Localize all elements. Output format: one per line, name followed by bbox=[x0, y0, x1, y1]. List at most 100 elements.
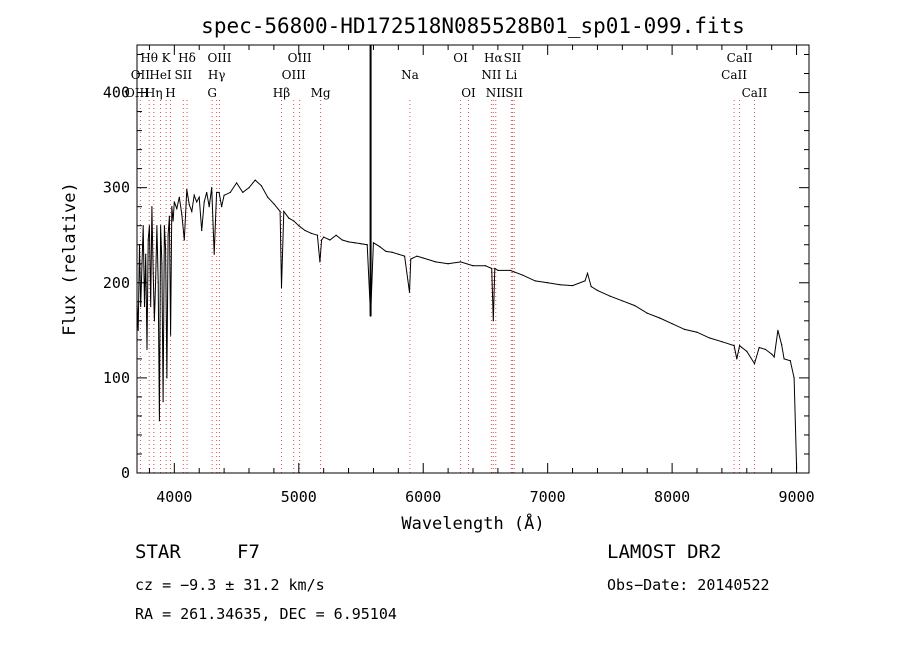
spectrum-point-94 bbox=[491, 267, 493, 270]
y-tick-label-2: 200 bbox=[103, 274, 130, 292]
spectrum-point-19 bbox=[160, 225, 162, 227]
object-class: STAR bbox=[135, 541, 181, 563]
spectrum-point-27 bbox=[170, 334, 172, 336]
subclass: F7 bbox=[237, 541, 260, 563]
spectrum-point-73 bbox=[341, 239, 343, 241]
spectrum-point-104 bbox=[584, 280, 586, 282]
spectrum-point-131 bbox=[789, 360, 791, 362]
spectrum-point-54 bbox=[248, 187, 250, 189]
spectrum-point-7 bbox=[145, 253, 147, 255]
line-marker-label-26: SII bbox=[505, 86, 523, 100]
obs-date: Obs−Date: 20140522 bbox=[607, 576, 770, 594]
spectrum-point-40 bbox=[198, 196, 200, 198]
spectrum-point-8 bbox=[146, 348, 148, 350]
x-axis-ticks: 4000 5000 6000 7000 8000 9000 bbox=[148, 45, 815, 506]
line-marker-label-20: H bbox=[165, 86, 175, 100]
line-marker-label-2: Hδ bbox=[178, 51, 196, 65]
coordinates: RA = 261.34635, DEC = 6.95104 bbox=[135, 605, 397, 623]
spectrum-point-70 bbox=[323, 236, 325, 238]
spectrum-point-96 bbox=[494, 267, 496, 270]
spectrum-point-51 bbox=[229, 191, 231, 194]
spectrum-point-71 bbox=[329, 239, 331, 241]
line-marker-label-1: K bbox=[162, 51, 172, 65]
y-tick-label-1: 100 bbox=[103, 369, 130, 387]
spectrum-point-25 bbox=[167, 234, 169, 236]
chart-title: spec-56800-HD172518N085528B01_sp01-099.f… bbox=[201, 14, 745, 38]
line-marker-label-11: SII bbox=[174, 68, 192, 82]
spectrum-point-6 bbox=[143, 305, 146, 308]
spectrum-point-100 bbox=[534, 280, 536, 282]
spectrum-point-42 bbox=[203, 201, 205, 203]
spectrum-point-26 bbox=[168, 215, 170, 217]
spectrum-point-68 bbox=[319, 261, 321, 263]
spectrum-point-38 bbox=[193, 194, 195, 196]
spectrum-point-9 bbox=[147, 239, 149, 241]
line-marker-label-0: Hθ bbox=[140, 51, 158, 65]
spectrum-point-78 bbox=[369, 315, 372, 317]
spectrum-point-99 bbox=[522, 274, 524, 276]
spectrum-point-89 bbox=[435, 261, 437, 263]
spectrum-point-62 bbox=[288, 217, 290, 219]
spectrum-point-92 bbox=[472, 265, 474, 267]
spectrum-point-21 bbox=[162, 401, 164, 403]
spectrum-point-109 bbox=[621, 300, 623, 302]
spectrum-point-77 bbox=[366, 244, 368, 246]
spectrum-point-124 bbox=[758, 346, 760, 349]
spectrum-point-52 bbox=[235, 182, 238, 184]
spectrum-point-97 bbox=[497, 269, 499, 272]
line-marker-label-4: OIII bbox=[288, 51, 312, 65]
y-axis-ticks: 0 100 200 300 400 bbox=[103, 54, 809, 482]
line-marker-label-6: Hα bbox=[484, 51, 503, 65]
spectrum-point-119 bbox=[736, 358, 738, 360]
spectrum-point-130 bbox=[783, 358, 785, 360]
spectrum-point-47 bbox=[216, 191, 218, 194]
line-marker-label-24: OI bbox=[461, 86, 476, 100]
spectrum-point-76 bbox=[360, 243, 362, 245]
spectrum-point-91 bbox=[459, 261, 462, 263]
spectrum-point-28 bbox=[171, 206, 173, 208]
spectrum-point-112 bbox=[659, 317, 661, 319]
survey-name: LAMOST DR2 bbox=[607, 541, 721, 563]
redshift-cz: cz = −9.3 ± 31.2 km/s bbox=[135, 576, 325, 594]
spectrum-point-22 bbox=[163, 225, 165, 227]
line-marker-label-9: OII bbox=[131, 68, 151, 82]
spectrum-point-127 bbox=[773, 356, 775, 358]
spectrum-point-103 bbox=[571, 285, 574, 287]
spectrum-point-111 bbox=[646, 312, 648, 314]
spectrum-point-88 bbox=[422, 257, 424, 259]
line-marker-label-5: OI bbox=[453, 51, 468, 65]
spectrum-point-113 bbox=[671, 323, 673, 325]
spectrum-point-102 bbox=[559, 284, 561, 286]
spectrum-point-93 bbox=[484, 265, 487, 267]
spectrum-point-31 bbox=[176, 207, 178, 210]
spectrum-point-90 bbox=[447, 263, 449, 265]
spectrum-point-87 bbox=[416, 255, 418, 257]
line-marker-label-14: Na bbox=[401, 68, 419, 82]
spectrum-point-29 bbox=[172, 220, 174, 222]
spectrum-point-120 bbox=[738, 344, 741, 347]
spectrum-point-72 bbox=[335, 234, 337, 236]
spectrum-point-126 bbox=[771, 353, 773, 355]
spectrum-point-114 bbox=[683, 328, 686, 330]
spectrum-point-75 bbox=[354, 242, 356, 244]
line-marker-label-3: OIII bbox=[207, 51, 231, 65]
x-tick-label-1: 5000 bbox=[281, 488, 317, 506]
spectrum-point-128 bbox=[777, 329, 779, 331]
spectrum-point-98 bbox=[509, 269, 511, 272]
y-tick-label-3: 300 bbox=[103, 179, 130, 197]
spectrum-point-116 bbox=[708, 337, 711, 339]
spectrum-point-45 bbox=[211, 187, 213, 189]
spectrum-point-46 bbox=[213, 253, 215, 255]
line-marker-label-7: SII bbox=[504, 51, 522, 65]
spectrum-point-82 bbox=[391, 251, 393, 253]
spectrum-point-132 bbox=[793, 377, 795, 379]
spectrum-point-16 bbox=[156, 225, 158, 227]
line-marker-label-17: CaII bbox=[721, 68, 747, 82]
spectrum-point-53 bbox=[242, 191, 244, 194]
spectrum-point-60 bbox=[280, 286, 283, 289]
x-tick-label-0: 4000 bbox=[156, 488, 192, 506]
spectrum-point-63 bbox=[293, 220, 295, 222]
spectrum-point-14 bbox=[153, 320, 156, 322]
spectrum-point-80 bbox=[379, 246, 381, 248]
